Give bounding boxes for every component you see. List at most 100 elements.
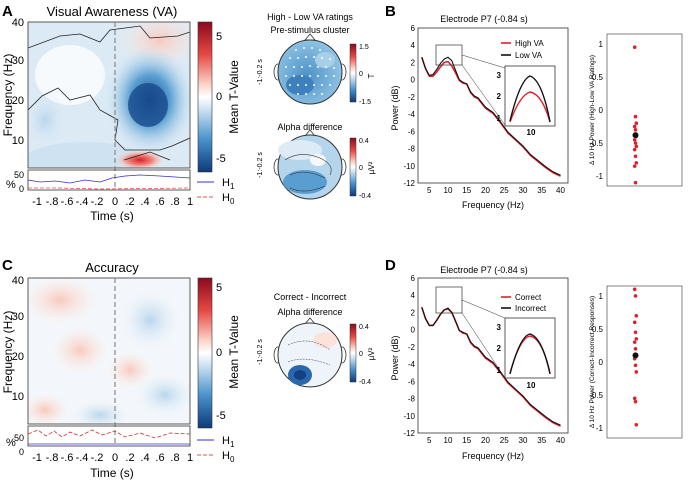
cb-tick: -5 — [216, 153, 226, 165]
panel-a-h1-line — [27, 174, 191, 184]
topo3-side: -1:-0.2 s — [257, 339, 264, 365]
inset-ytick: 2 — [497, 344, 502, 353]
ytick: -12 — [403, 429, 415, 438]
legend-h1-label: H1 — [222, 177, 235, 191]
scatter-point — [633, 363, 638, 368]
ytick: -4 — [408, 360, 416, 369]
scatter-ytick: 0.5 — [592, 73, 604, 82]
scatter-mean — [632, 352, 639, 359]
scatter-point — [634, 121, 639, 126]
xtick: .2 — [125, 452, 134, 464]
panel-d-xticks: 5 10 15 20 25 30 35 40 — [427, 436, 565, 445]
inset-ytick: 1 — [497, 366, 502, 375]
panel-d-scatter-points — [632, 287, 639, 427]
panel-c-yticks: 40 30 20 10 — [12, 275, 24, 403]
cb-tick: 5 — [216, 31, 222, 43]
inset-series-1 — [509, 75, 551, 123]
xtick: .6 — [155, 452, 164, 464]
panel-letter-c: C — [2, 257, 13, 274]
scatter-point — [633, 399, 638, 404]
inset-series-1 — [509, 333, 551, 375]
xtick: -.8 — [46, 196, 59, 208]
xtick: -.6 — [61, 452, 74, 464]
xtick: 10 — [444, 436, 453, 445]
panel-d-scatter-axes — [606, 285, 683, 439]
panel-c-xlabel: Time (s) — [90, 466, 134, 480]
panel-d-scatter-yticks: 1 0.5 0 -0.5 -1 — [589, 292, 603, 433]
inset-ytick: 1 — [497, 114, 502, 123]
panel-a-colorbar — [197, 21, 213, 173]
cb-tick: -5 — [216, 410, 226, 422]
scatter-ytick: 0 — [599, 106, 604, 115]
xtick: 20 — [481, 436, 490, 445]
legend-h1-label: H1 — [222, 435, 235, 449]
panel-b-title: Electrode P7 (-0.84 s) — [440, 14, 528, 24]
scatter-point — [633, 180, 638, 185]
ytick: -10 — [403, 412, 415, 421]
scatter-point — [632, 320, 637, 325]
pct-tick: 0 — [19, 447, 24, 457]
cb-tick: 0 — [216, 347, 222, 359]
panel-c-xticks: -1 -.8 -.6 -.4 -.2 0 .2 .4 .6 .8 1 — [32, 452, 193, 464]
panel-b-zoom-line — [461, 64, 506, 126]
panel-a-title: Visual Awareness (VA) — [47, 4, 178, 19]
ytick: 30 — [12, 55, 24, 67]
scatter-point — [634, 422, 639, 427]
topo2-colorbar — [349, 137, 357, 197]
scatter-ytick: -1 — [596, 172, 604, 181]
panel-a-ylabel: Frequency (Hz) — [1, 54, 15, 137]
panel-d-xlabel: Frequency (Hz) — [462, 451, 524, 461]
panel-a-pct-label: % — [6, 179, 16, 191]
xtick: .8 — [170, 452, 179, 464]
panel-c-ylabel: Frequency (Hz) — [1, 311, 15, 394]
xtick: 1 — [187, 196, 193, 208]
ytick: 20 — [12, 95, 24, 107]
scatter-point — [633, 141, 638, 145]
scatter-point — [632, 164, 637, 168]
topo1-cb-tick: -1.5 — [359, 99, 371, 106]
scatter-point — [634, 337, 639, 341]
panel-b-axes — [417, 27, 569, 184]
legend-label-0: High VA — [515, 39, 544, 48]
panel-a-xticks: -1 -.8 -.6 -.4 -.2 0 .2 .4 .6 .8 1 — [32, 196, 193, 208]
panel-a-yticks: 40 30 20 10 — [12, 17, 24, 147]
panel-letter-a: A — [2, 3, 13, 20]
xtick: 15 — [462, 436, 471, 445]
panel-d-lines — [421, 307, 561, 427]
ytick: 10 — [12, 135, 24, 147]
topo3-cb-tick: -0.4 — [359, 379, 371, 386]
pct-tick: 0 — [19, 184, 24, 194]
ytick: 20 — [12, 351, 24, 363]
pct-tick: 50 — [14, 433, 24, 443]
xtick: .4 — [140, 196, 149, 208]
scatter-point — [632, 147, 637, 152]
inset-series-0 — [509, 91, 551, 123]
panel-b-scatter-axes — [606, 33, 683, 187]
xtick: -1 — [32, 196, 42, 208]
topo2-cb-tick: -0.4 — [359, 193, 371, 200]
ytick: -8 — [408, 395, 416, 404]
scatter-ytick: 0 — [599, 358, 604, 367]
xtick: .8 — [170, 196, 179, 208]
xtick: .2 — [125, 196, 134, 208]
panel-d-inset — [504, 317, 556, 379]
panel-a-pct-frame — [27, 169, 191, 191]
inset-ytick: 2 — [497, 92, 502, 101]
panel-d-scatter-ylabel: Δ 10 Hz Power (Correct-Incorrect Respons… — [589, 296, 596, 428]
xtick: 40 — [556, 186, 565, 195]
panel-b-lines — [421, 56, 561, 177]
panel-a-colorbar-label: Mean T-Value — [227, 60, 241, 134]
inset-ytick: 3 — [497, 323, 502, 332]
panel-c-heatmap — [28, 278, 190, 424]
xtick: -.4 — [76, 452, 89, 464]
scatter-point — [634, 370, 639, 374]
panel-c-h0-line — [27, 429, 191, 439]
panel-d-zoom-line — [461, 299, 506, 319]
panel-d-ylabel: Power (dB) — [390, 335, 400, 380]
xtick: .6 — [155, 196, 164, 208]
xtick: -1 — [32, 452, 42, 464]
xtick: 0 — [112, 196, 118, 208]
scatter-point — [634, 144, 639, 149]
topo3-cb-tick: 0.4 — [359, 324, 369, 331]
ytick: 2 — [411, 308, 416, 317]
